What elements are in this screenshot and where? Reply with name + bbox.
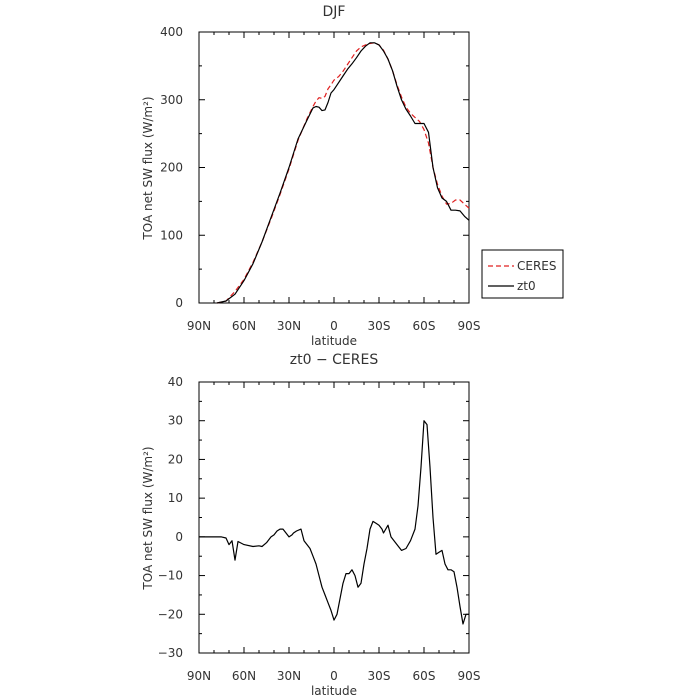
bottom-plot-frame [198, 381, 470, 654]
top-x-tick-label: 90N [187, 319, 211, 333]
legend-box [481, 249, 564, 299]
top-y-tick-label: 100 [160, 228, 183, 242]
bottom-x-tick-label: 30N [277, 669, 301, 683]
top-chart-title: DJF [323, 4, 346, 20]
bottom-series-line-difference [199, 420, 469, 625]
bottom-y-tick-label: 20 [168, 452, 183, 466]
bottom-chart-title: zt0 − CERES [290, 352, 379, 368]
top-legend: CERES zt0 [481, 249, 564, 299]
bottom-x-tick-label: 90N [187, 669, 211, 683]
top-x-tick-label: 30S [368, 319, 391, 333]
bottom-y-tick-label: −10 [158, 569, 183, 583]
bottom-x-axis-label: latitude [311, 684, 357, 698]
top-series-line-ceres [216, 42, 470, 304]
top-panel: DJF latitude TOA net SW flux (W/m²) 90N 6… [141, 4, 480, 348]
top-x-tick-label: 0 [330, 319, 338, 333]
top-y-tick-label: 400 [160, 25, 183, 39]
bottom-x-tick-label: 60N [232, 669, 256, 683]
legend-label-ceres: CERES [517, 259, 557, 273]
top-y-tick-label: 0 [175, 296, 183, 310]
top-x-axis-label: latitude [311, 334, 357, 348]
top-series-line-zt0 [216, 42, 470, 304]
bottom-y-tick-label: 0 [175, 530, 183, 544]
bottom-x-tick-label: 60S [413, 669, 436, 683]
top-x-tick-label: 60N [232, 319, 256, 333]
bottom-y-tick-label: 30 [168, 414, 183, 428]
bottom-y-tick-label: 10 [168, 491, 183, 505]
legend-label-zt0: zt0 [517, 279, 536, 293]
top-y-tick-label: 200 [160, 161, 183, 175]
bottom-panel: zt0 − CERES latitude TOA net SW flux (W/… [141, 352, 480, 698]
top-x-tick-label: 90S [458, 319, 481, 333]
bottom-y-tick-label: −20 [158, 607, 183, 621]
top-x-tick-label: 60S [413, 319, 436, 333]
bottom-y-axis-label: TOA net SW flux (W/m²) [141, 446, 155, 590]
bottom-y-tick-label: −30 [158, 646, 183, 660]
top-x-tick-label: 30N [277, 319, 301, 333]
top-y-axis-label: TOA net SW flux (W/m²) [141, 96, 155, 240]
bottom-x-tick-label: 90S [458, 669, 481, 683]
top-y-tick-label: 300 [160, 93, 183, 107]
top-plot-frame [198, 31, 470, 304]
bottom-y-tick-label: 40 [168, 375, 183, 389]
bottom-x-tick-label: 30S [368, 669, 391, 683]
bottom-x-tick-label: 0 [330, 669, 338, 683]
